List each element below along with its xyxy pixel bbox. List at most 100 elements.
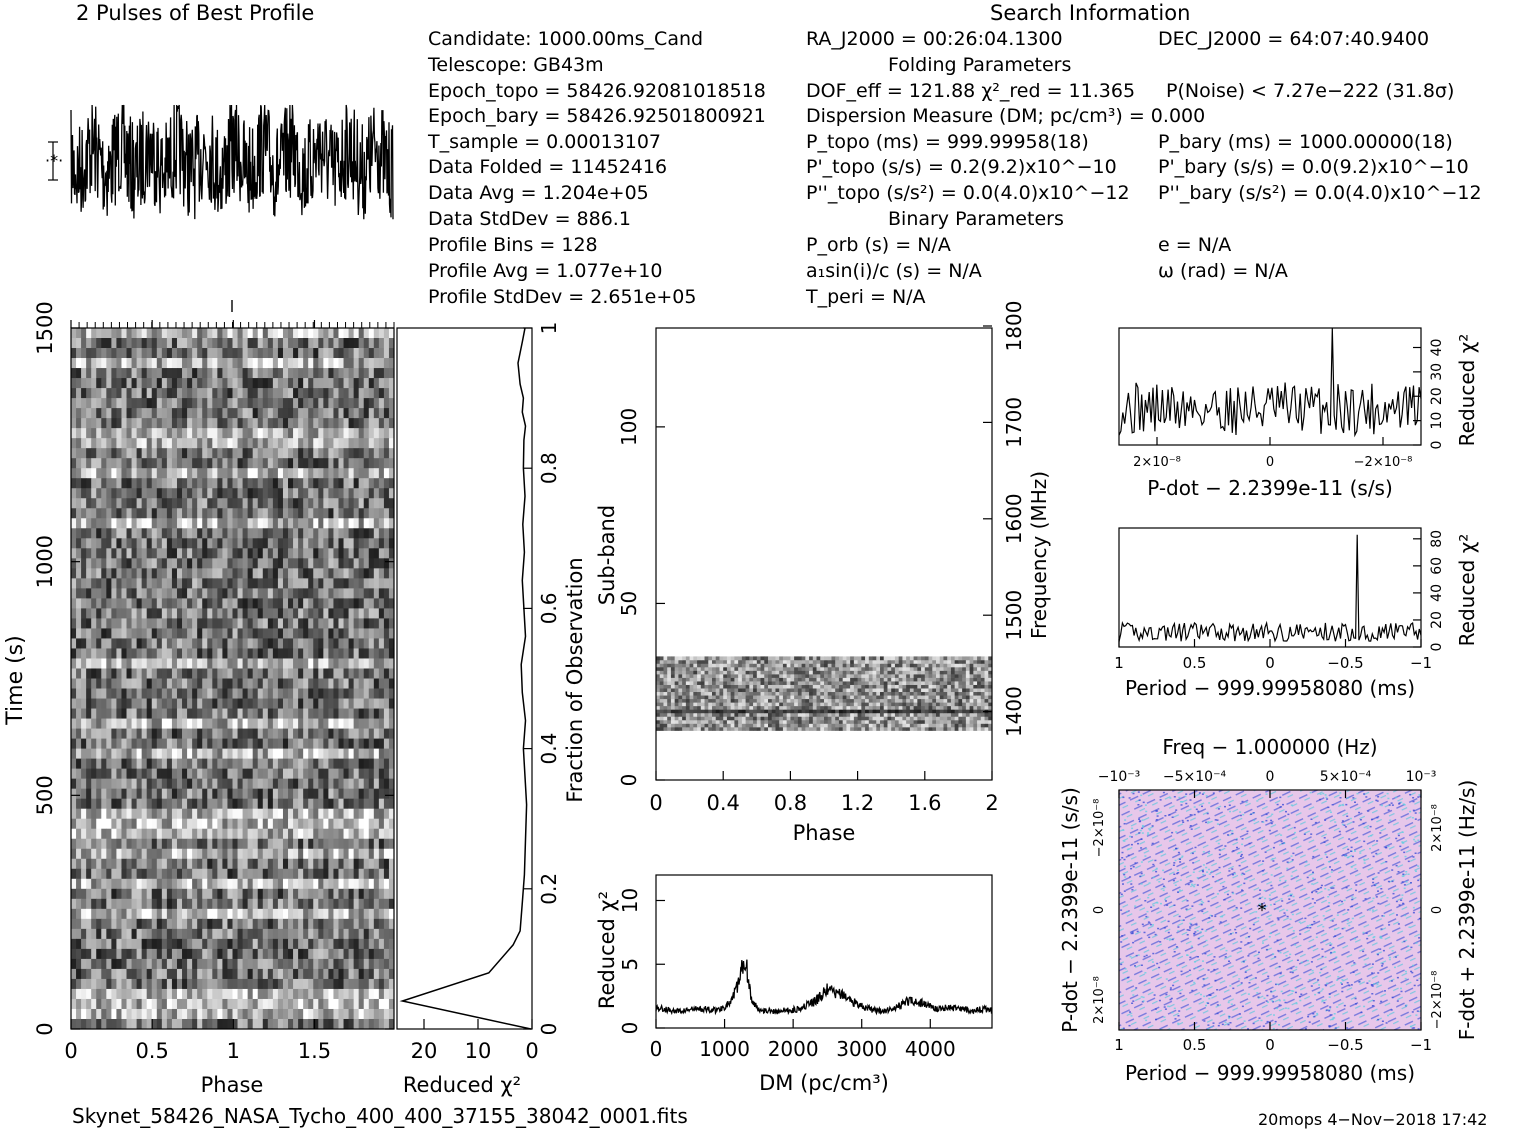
best-fit-marker: * (1258, 900, 1267, 921)
tick-label: 1 (1114, 654, 1124, 672)
dm-chi2-panel: 0 1000 2000 3000 4000 0 5 10 DM (pc/cm³) Reduced … (595, 874, 993, 1095)
x-axis-label: Phase (201, 1073, 264, 1097)
y-axis-label: Sub-band (595, 505, 619, 605)
tick-label: 0 (525, 1039, 538, 1063)
x-axis-label: DM (pc/cm³) (759, 1071, 889, 1095)
dispersion-measure: Dispersion Measure (DM; pc/cm³) = 0.000 (806, 105, 1206, 127)
tick-label: −10⁻³ (1098, 769, 1141, 785)
tick-label: 0.5 (1183, 1036, 1207, 1054)
tick-label: 80 (1429, 530, 1445, 548)
tick-label: 1 (537, 322, 561, 335)
tick-label: 0.5 (1183, 654, 1207, 672)
tick-label: 2×10⁻⁸ (1430, 804, 1445, 852)
tick-label: 0.4 (706, 791, 739, 815)
tick-label: 40 (1429, 584, 1445, 602)
tick-label: 0 (537, 1023, 561, 1036)
tick-label: 0.5 (135, 1039, 168, 1063)
x-axis-label: Period − 999.99958080 (ms) (1125, 676, 1415, 700)
y-axis-label: Fraction of Observation (563, 557, 587, 802)
tick-label: 0 (618, 1022, 642, 1035)
filename: Skynet_58426_NASA_Tycho_400_400_37155_38… (72, 1104, 688, 1128)
tick-label: 0 (1429, 643, 1445, 652)
tick-label: 5 (618, 958, 642, 971)
tick-label: 3000 (836, 1037, 887, 1061)
tick-label: 1000 (699, 1037, 750, 1061)
tick-label: 1500 (1002, 590, 1026, 641)
profile-title: 2 Pulses of Best Profile (76, 1, 315, 25)
tick-label: 0 (1265, 1036, 1275, 1054)
tick-label: 0.2 (537, 873, 561, 905)
x-axis-label: Period − 999.99958080 (ms) (1125, 1061, 1415, 1085)
tick-label: 20 (411, 1039, 438, 1063)
profile-panel: ·*· (45, 104, 394, 220)
data-avg: Data Avg = 1.204e+05 (428, 182, 649, 204)
tick-label: 1800 (1002, 301, 1026, 352)
data-stddev: Data StdDev = 886.1 (428, 208, 631, 230)
tick-label: 2×10⁻⁸ (1092, 976, 1107, 1024)
dm-chi2-line (655, 959, 993, 1016)
epoch-topo: Epoch_topo = 58426.92081018518 (428, 80, 766, 102)
p-pdot-heatmap (1119, 790, 1421, 1030)
time-phase-panel: 0 0.5 1 1.5 0 500 1000 1500 Phase Time (s) (3, 300, 395, 1097)
tick-label: 0.8 (537, 452, 561, 484)
profile-line (70, 104, 394, 220)
tick-label: 1.5 (298, 1039, 331, 1063)
tick-label: 2 (985, 791, 998, 815)
dec: DEC_J2000 = 64:07:40.9400 (1158, 28, 1430, 50)
tick-label: 1500 (33, 301, 57, 354)
tick-label: 0 (33, 1022, 57, 1035)
dof: DOF_eff = 121.88 χ²_red = 11.365 (806, 80, 1136, 102)
a1sini: a₁sin(i)/c (s) = N/A (806, 260, 982, 282)
tick-label: 0 (650, 1037, 663, 1061)
tick-label: 5×10⁻⁴ (1320, 769, 1372, 785)
y-axis-label: Reduced χ² (1455, 534, 1479, 647)
tick-label: 0 (1430, 906, 1445, 914)
tick-label: 20 (1429, 387, 1445, 405)
pdot-topo: P'_topo (s/s) = 0.2(9.2)x10^−10 (806, 156, 1117, 178)
y2-axis-label: Frequency (MHz) (1027, 471, 1051, 639)
tick-label: 40 (1429, 339, 1445, 357)
tick-label: 0 (617, 774, 641, 787)
tick-label: 0 (1092, 906, 1107, 914)
tick-label: 0 (1265, 654, 1275, 672)
tick-label: 0 (649, 791, 662, 815)
time-chi2-line (399, 327, 532, 1030)
tick-label: −1 (1410, 654, 1432, 672)
tick-label: −2×10⁻⁸ (1430, 971, 1445, 1030)
tick-label: −0.5 (1327, 654, 1363, 672)
t-peri: T_peri = N/A (806, 286, 926, 308)
tick-label: −2×10⁻⁸ (1092, 799, 1107, 858)
tick-label: 10 (465, 1039, 492, 1063)
period-chi2-line (1118, 534, 1422, 643)
period-chi2-panel: 1 0.5 0 −0.5 −1 0 20 40 60 80 Period − 999.9995808… (1114, 527, 1479, 700)
profile-bins: Profile Bins = 128 (428, 234, 598, 256)
tick-label: 10 (1429, 412, 1445, 430)
tick-label: −0.5 (1327, 1036, 1363, 1054)
subband-heatmap (656, 656, 993, 731)
p-topo: P_topo (ms) = 999.99958(18) (806, 131, 1089, 153)
x-axis-label: P-dot − 2.2399e-11 (s/s) (1147, 476, 1393, 500)
y2-axis-label: F-dot + 2.2399e-11 (Hz/s) (1455, 780, 1479, 1041)
tick-label: 30 (1429, 363, 1445, 381)
tick-label: 1000 (33, 535, 57, 588)
pddot-bary: P''_bary (s/s²) = 0.0(4.0)x10^−12 (1158, 182, 1482, 204)
pdot-chi2-panel: 2×10⁻⁸ 0 −2×10⁻⁸ 0 10 20 30 40 P-dot − 2.2399e-1… (1118, 327, 1479, 500)
data-folded: Data Folded = 11452416 (428, 156, 668, 178)
tick-label: 0 (1266, 455, 1274, 470)
tick-label: 0.8 (774, 791, 807, 815)
tick-label: 2000 (768, 1037, 819, 1061)
t-sample: T_sample = 0.00013107 (428, 131, 662, 153)
pdot-chi2-line (1118, 327, 1422, 438)
tick-label: 100 (617, 408, 641, 446)
tick-label: −5×10⁻⁴ (1163, 769, 1227, 785)
profile-stddev: Profile StdDev = 2.651e+05 (428, 286, 697, 308)
tick-label: 2×10⁻⁸ (1133, 455, 1181, 470)
tick-label: 1600 (1002, 493, 1026, 544)
ra: RA_J2000 = 00:26:04.1300 (806, 28, 1063, 50)
tick-label: 0 (1429, 441, 1445, 450)
x-axis-label: Phase (793, 821, 856, 845)
tick-label: 0.4 (537, 733, 561, 765)
tick-label: 1 (1114, 1036, 1124, 1054)
chart-title: Freq − 1.000000 (Hz) (1162, 735, 1377, 759)
